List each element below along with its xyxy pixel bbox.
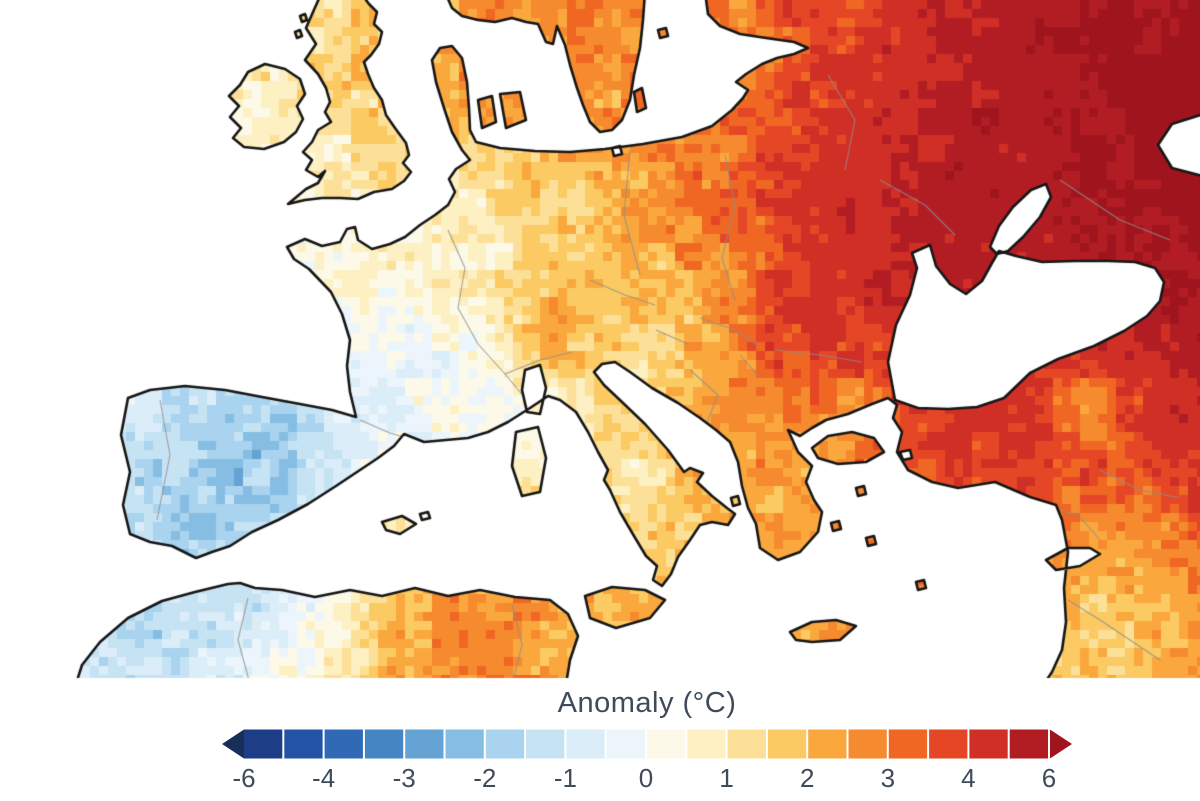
- colorbar-cell: [1009, 729, 1048, 759]
- colorbar-cell: [727, 729, 766, 759]
- colorbar-cell: [324, 729, 363, 759]
- colorbar-tick-labels: -6 -4 -3 -2 -1 0 1 2 3 4 6: [222, 763, 1072, 795]
- colorbar-scale: [222, 729, 1072, 759]
- colorbar-cell: [687, 729, 726, 759]
- legend-tick-label: -6: [232, 763, 256, 793]
- colorbar-cell: [808, 729, 847, 759]
- colorbar-cell: [848, 729, 887, 759]
- colorbar-cell: [485, 729, 525, 759]
- legend-tick-label: 2: [799, 763, 815, 793]
- legend-tick-label: 4: [961, 763, 976, 793]
- colorbar-cell: [888, 729, 928, 759]
- legend-tick-label: 6: [1041, 763, 1057, 793]
- legend-tick-label: 0: [638, 763, 654, 793]
- colorbar-cell: [566, 729, 605, 759]
- legend-tick-label: -2: [473, 763, 497, 793]
- colorbar: [222, 729, 1072, 759]
- legend-tick-label: -3: [392, 763, 416, 793]
- europe-anomaly-map: [0, 0, 1200, 688]
- legend-tick-label: 1: [719, 763, 734, 793]
- legend-tick-label: -1: [553, 763, 577, 793]
- legend-title: Anomaly (°C): [557, 687, 737, 719]
- colorbar-cell: [647, 729, 686, 759]
- colorbar-cell: [767, 729, 807, 759]
- colorbar-cell: [364, 729, 404, 759]
- colorbar-cell: [969, 729, 1008, 759]
- colorbar-under-arrow: [222, 729, 244, 759]
- colorbar-cell: [445, 729, 484, 759]
- legend-tick-label: 3: [880, 763, 896, 793]
- colorbar-cell: [606, 729, 645, 759]
- colorbar-cell: [405, 729, 444, 759]
- colorbar-cell: [929, 729, 968, 759]
- legend-tick-label: -4: [312, 763, 336, 793]
- colorbar-cell: [244, 729, 283, 759]
- legend: Anomaly (°C) -6 -4 -3 -2 -1 0 1 2 3 4 6: [222, 688, 1072, 795]
- colorbar-cell: [526, 729, 565, 759]
- colorbar-over-arrow: [1050, 729, 1072, 759]
- colorbar-cell: [284, 729, 323, 759]
